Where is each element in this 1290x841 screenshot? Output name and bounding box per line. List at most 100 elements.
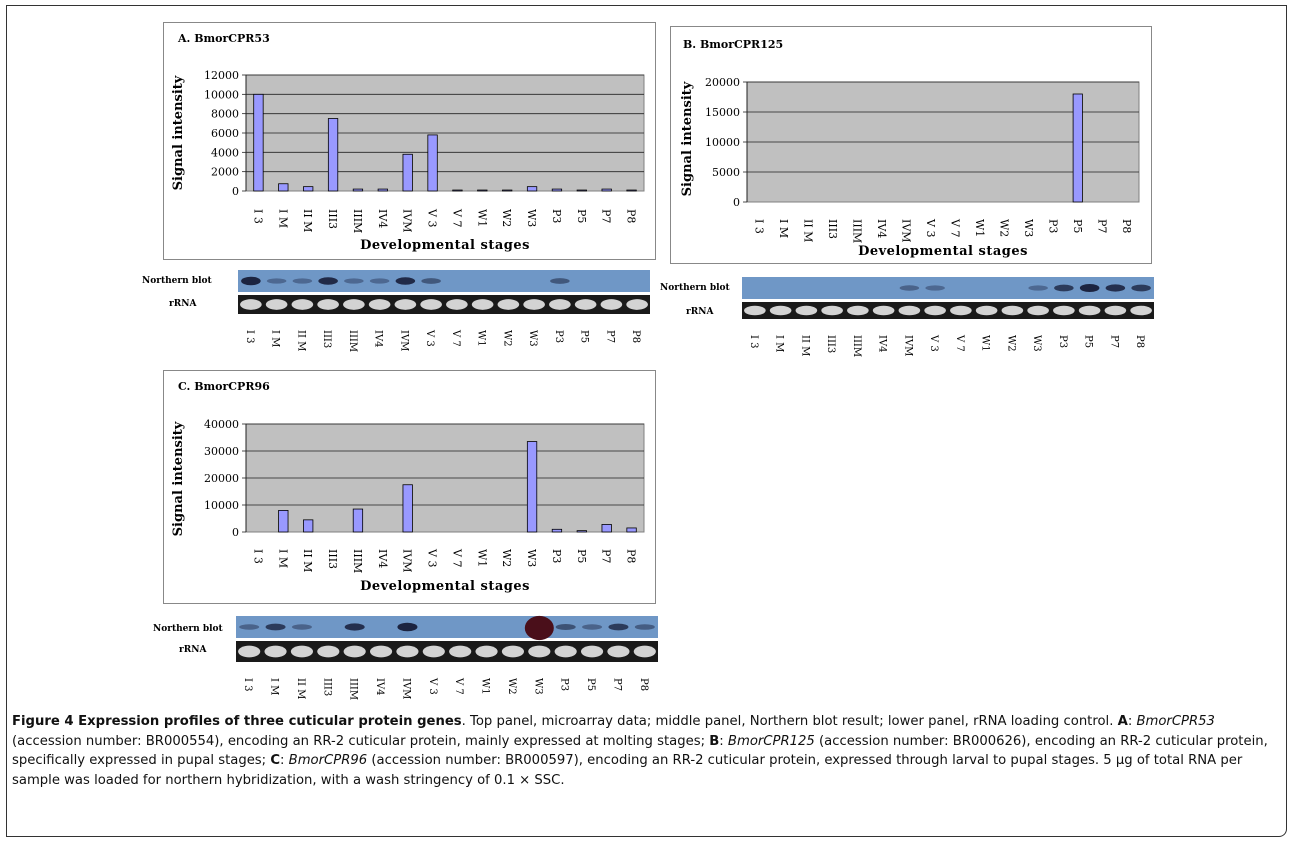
lane-label: W3 — [1031, 335, 1042, 352]
lane-label: II M — [295, 678, 306, 699]
y-tick-label: 6000 — [211, 127, 239, 140]
x-tick-label: IV4 — [875, 219, 888, 238]
panel-c-title: C. BmorCPR96 — [178, 380, 270, 393]
y-tick-label: 10000 — [705, 136, 740, 149]
panel-b-blot: I 3 I M II M III3 IIIM IV4 IVM V 3 V 7 W1 W2 W3 P3 P5… — [742, 277, 1154, 357]
y-tick-label: 40000 — [204, 418, 239, 431]
lane-label: P5 — [579, 330, 590, 343]
rrna-band — [950, 305, 972, 316]
rrna-band — [821, 305, 843, 316]
rrna-band — [317, 645, 340, 658]
rrna-band — [523, 299, 545, 310]
northern-band — [608, 623, 629, 631]
northern-blot-strip — [238, 270, 650, 292]
x-axis-label: Developmental stages — [858, 244, 1028, 259]
y-tick-label: 30000 — [204, 445, 239, 458]
northern-band — [555, 624, 576, 630]
rrna-strip — [742, 302, 1154, 319]
caption-part: A — [1117, 714, 1128, 729]
caption-body: . Top panel, microarray data; middle pan… — [12, 714, 1268, 788]
panel-a-blot: I 3 I M II M III3 IIIM IV4 IVM V 3 V 7 W1 W2 W3 P3 P5… — [238, 270, 650, 352]
x-tick-label: V 3 — [426, 208, 439, 227]
northern-band — [1131, 284, 1151, 292]
rrna-band — [1001, 305, 1024, 316]
rrna-band — [1078, 305, 1101, 316]
rrna-band — [769, 305, 792, 316]
rrna-band — [1104, 305, 1127, 316]
panel-a-title: A. BmorCPR53 — [178, 32, 270, 45]
lane-label: P3 — [553, 330, 564, 343]
rrna-band — [396, 645, 419, 658]
y-tick-label: 10000 — [204, 88, 239, 101]
caption-part: BmorCPR96 — [288, 753, 368, 768]
caption-part: (accession number: BR000626), encoding a… — [12, 733, 1268, 769]
figure-frame-top — [6, 5, 1286, 6]
lane-label: P3 — [559, 678, 570, 691]
x-axis-label: Developmental stages — [360, 579, 530, 594]
rrna-band — [368, 299, 391, 310]
x-tick-label: P5 — [575, 549, 588, 563]
x-tick-label: I 3 — [251, 549, 264, 564]
x-tick-label: IIIM — [351, 209, 364, 233]
x-axis-label: Developmental stages — [360, 238, 530, 253]
lane-label: V 7 — [450, 329, 461, 347]
rrna-band — [343, 645, 366, 658]
x-tick-label: P3 — [1046, 219, 1059, 233]
northern-band — [344, 623, 365, 631]
bar — [576, 189, 587, 192]
panel-b-svg: 0 5000 10000 15000 20000 I 3 I M II M III3 IIIM IV… — [680, 76, 1140, 259]
lane-label: V 3 — [928, 334, 939, 352]
rrna-band — [290, 645, 314, 658]
x-tick-label: W1 — [475, 549, 488, 567]
lane-label: W3 — [527, 330, 538, 347]
x-tick-label: V 7 — [450, 548, 463, 567]
panel-a-rrna-label: rRNA — [169, 299, 197, 309]
x-tick-label: IVM — [401, 209, 414, 233]
bar — [427, 134, 438, 192]
x-tick-label: IIIM — [850, 219, 863, 243]
northern-band — [265, 623, 286, 631]
x-tick-label: I M — [276, 549, 289, 568]
bar — [402, 484, 413, 533]
y-tick-label: 12000 — [204, 69, 239, 82]
x-tick-label: III3 — [326, 209, 339, 229]
x-tick-label: III3 — [826, 219, 839, 239]
northern-band — [421, 278, 441, 284]
x-tick-label: IIIM — [351, 549, 364, 573]
lane-label: IIIM — [851, 335, 862, 357]
lane-label: P7 — [1108, 335, 1119, 348]
bar — [253, 93, 264, 192]
rrna-band — [446, 299, 468, 310]
x-tick-label: P8 — [1120, 219, 1133, 233]
x-tick-label: I 3 — [752, 219, 765, 234]
lane-label: P5 — [1083, 335, 1094, 348]
bar — [402, 153, 413, 192]
y-tick-label: 5000 — [712, 166, 740, 179]
x-tick-label: W3 — [1022, 219, 1035, 237]
northern-band — [634, 624, 655, 630]
bar — [452, 189, 463, 192]
northern-band — [369, 278, 390, 284]
bar — [551, 188, 563, 192]
northern-band — [344, 278, 364, 284]
rrna-band — [422, 645, 445, 658]
x-tick-label: P8 — [625, 209, 638, 223]
bar — [626, 527, 637, 533]
rrna-band — [607, 645, 630, 658]
y-axis-label: Signal intensity — [171, 421, 186, 536]
x-tick-label: W3 — [525, 209, 538, 227]
rrna-band — [497, 299, 520, 310]
northern-band — [266, 278, 287, 284]
rrna-band — [1130, 305, 1152, 316]
lane-label: P5 — [585, 678, 596, 691]
rrna-band — [633, 645, 656, 658]
northern-band — [524, 615, 554, 641]
x-tick-label: P8 — [625, 549, 638, 563]
y-tick-label: 2000 — [211, 166, 239, 179]
rrna-band — [501, 645, 525, 658]
y-tick-label: 15000 — [705, 106, 740, 119]
lane-label: IV4 — [877, 335, 888, 353]
figure-frame — [6, 5, 1287, 837]
y-axis-label: Signal intensity — [680, 81, 695, 196]
y-axis-label: Signal intensity — [171, 75, 186, 190]
